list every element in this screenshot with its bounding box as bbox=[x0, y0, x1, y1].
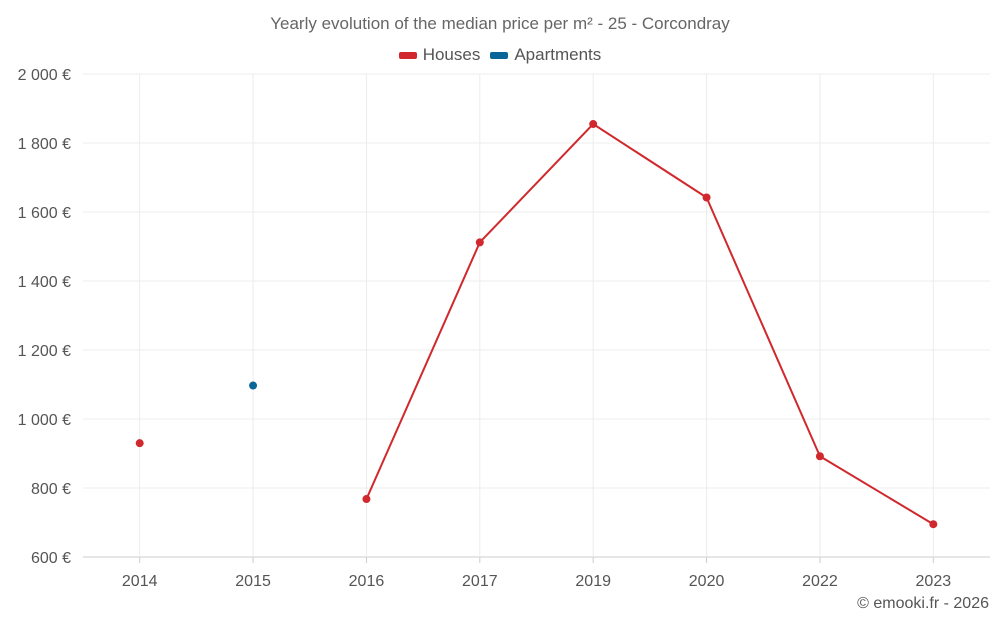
y-tick-label: 1 400 € bbox=[18, 274, 71, 291]
x-tick-label: 2023 bbox=[916, 573, 952, 590]
series-line-houses bbox=[365, 123, 934, 526]
legend-label-apartments: Apartments bbox=[514, 45, 602, 64]
y-tick-label: 1 800 € bbox=[18, 136, 71, 153]
y-tick-label: 1 200 € bbox=[18, 343, 71, 360]
data-point-houses bbox=[589, 120, 598, 129]
x-tick-label: 2015 bbox=[235, 573, 271, 590]
x-tick-label: 2014 bbox=[122, 573, 158, 590]
data-point-houses bbox=[475, 238, 484, 247]
y-tick-label: 600 € bbox=[31, 550, 71, 567]
legend-label-houses: Houses bbox=[422, 45, 481, 64]
y-tick-label: 2 000 € bbox=[18, 67, 71, 84]
x-tick-label: 2022 bbox=[802, 573, 838, 590]
y-tick-label: 800 € bbox=[31, 481, 71, 498]
data-point-apartments bbox=[249, 381, 258, 390]
legend-swatch-houses bbox=[398, 51, 417, 59]
x-tick-label: 2019 bbox=[575, 573, 611, 590]
legend-swatch-apartments bbox=[490, 51, 509, 59]
data-point-houses bbox=[135, 439, 144, 448]
data-point-houses bbox=[702, 193, 711, 202]
x-tick-label: 2020 bbox=[689, 573, 725, 590]
chart-title: Yearly evolution of the median price per… bbox=[270, 14, 730, 33]
credit-text: © emooki.fr - 2026 bbox=[857, 595, 989, 612]
x-tick-label: 2017 bbox=[462, 573, 498, 590]
y-tick-label: 1 000 € bbox=[18, 412, 71, 429]
data-point-houses bbox=[362, 495, 371, 504]
legend: Houses Apartments bbox=[0, 45, 1000, 65]
x-tick-label: 2016 bbox=[349, 573, 385, 590]
data-point-houses bbox=[929, 520, 938, 529]
data-point-houses bbox=[815, 452, 824, 461]
legend-item-apartments[interactable]: Apartments bbox=[490, 45, 601, 65]
legend-item-houses[interactable]: Houses bbox=[398, 45, 481, 65]
y-tick-label: 1 600 € bbox=[18, 205, 71, 222]
